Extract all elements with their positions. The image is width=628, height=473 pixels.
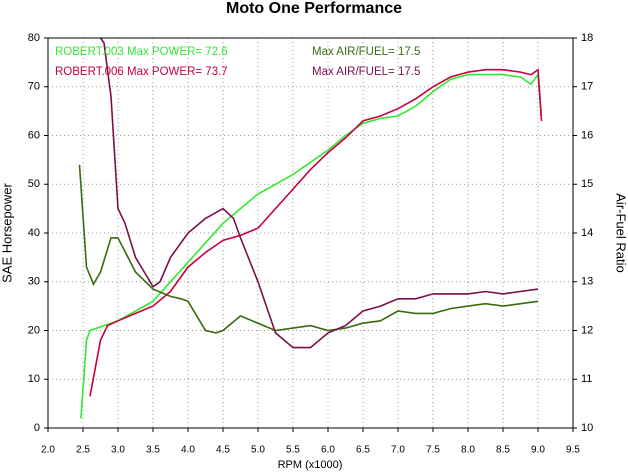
chart-title: Moto One Performance xyxy=(226,0,402,17)
x-tick-label: 4.0 xyxy=(181,445,195,456)
y2-tick-label: 15 xyxy=(581,178,593,190)
y2-tick-label: 13 xyxy=(581,276,593,288)
x-tick-label: 7.5 xyxy=(426,445,440,456)
y2-tick-label: 14 xyxy=(581,227,593,239)
x-tick-label: 8.5 xyxy=(496,445,510,456)
series-line xyxy=(78,164,539,334)
y-tick-label: 30 xyxy=(28,276,40,288)
y-tick-label: 70 xyxy=(28,81,40,93)
plot-lines xyxy=(78,38,543,419)
annotation: ROBERT.006 Max POWER= 73.7 xyxy=(55,66,228,78)
y2-tick-label: 17 xyxy=(581,81,593,93)
y-tick-label: 10 xyxy=(28,373,40,385)
x-tick-label: 2.0 xyxy=(41,445,55,456)
x-tick-label: 6.5 xyxy=(356,445,370,456)
y-axis-label: SAE Horsepower xyxy=(0,182,14,282)
x-tick-label: 3.5 xyxy=(146,445,160,456)
series-line xyxy=(80,72,543,419)
y2-tick-label: 18 xyxy=(581,32,593,44)
x-axis-label: RPM (x1000) xyxy=(278,459,343,471)
y2-tick-label: 10 xyxy=(581,422,593,434)
x-tick-label: 6.0 xyxy=(321,445,335,456)
grid xyxy=(47,37,574,429)
y2-axis-label: Air-Fuel Ratio xyxy=(614,193,628,272)
y2-tick-label: 12 xyxy=(581,324,593,336)
series-line xyxy=(99,38,539,349)
x-tick-label: 7.0 xyxy=(391,445,405,456)
y-tick-label: 80 xyxy=(28,32,40,44)
annotation: Max AIR/FUEL= 17.5 xyxy=(312,46,420,58)
y-tick-label: 60 xyxy=(28,129,40,141)
x-tick-label: 5.0 xyxy=(251,445,265,456)
annotation: Max AIR/FUEL= 17.5 xyxy=(312,66,420,78)
y-tick-label: 50 xyxy=(28,178,40,190)
x-tick-label: 9.5 xyxy=(566,445,580,456)
x-tick-label: 3.0 xyxy=(111,445,125,456)
x-tick-label: 9.0 xyxy=(531,445,545,456)
y2-tick-label: 11 xyxy=(581,373,592,385)
y-tick-label: 40 xyxy=(28,227,40,239)
plot-frame xyxy=(47,37,574,429)
x-tick-label: 5.5 xyxy=(286,445,300,456)
y-tick-label: 0 xyxy=(34,422,40,434)
x-tick-label: 2.5 xyxy=(76,445,90,456)
y2-tick-label: 16 xyxy=(581,129,593,141)
x-tick-label: 8.0 xyxy=(461,445,475,456)
series-line xyxy=(89,68,543,397)
y-tick-label: 20 xyxy=(28,324,40,336)
annotation: ROBERT.003 Max POWER= 72.6 xyxy=(55,46,228,58)
x-tick-label: 4.5 xyxy=(216,445,230,456)
